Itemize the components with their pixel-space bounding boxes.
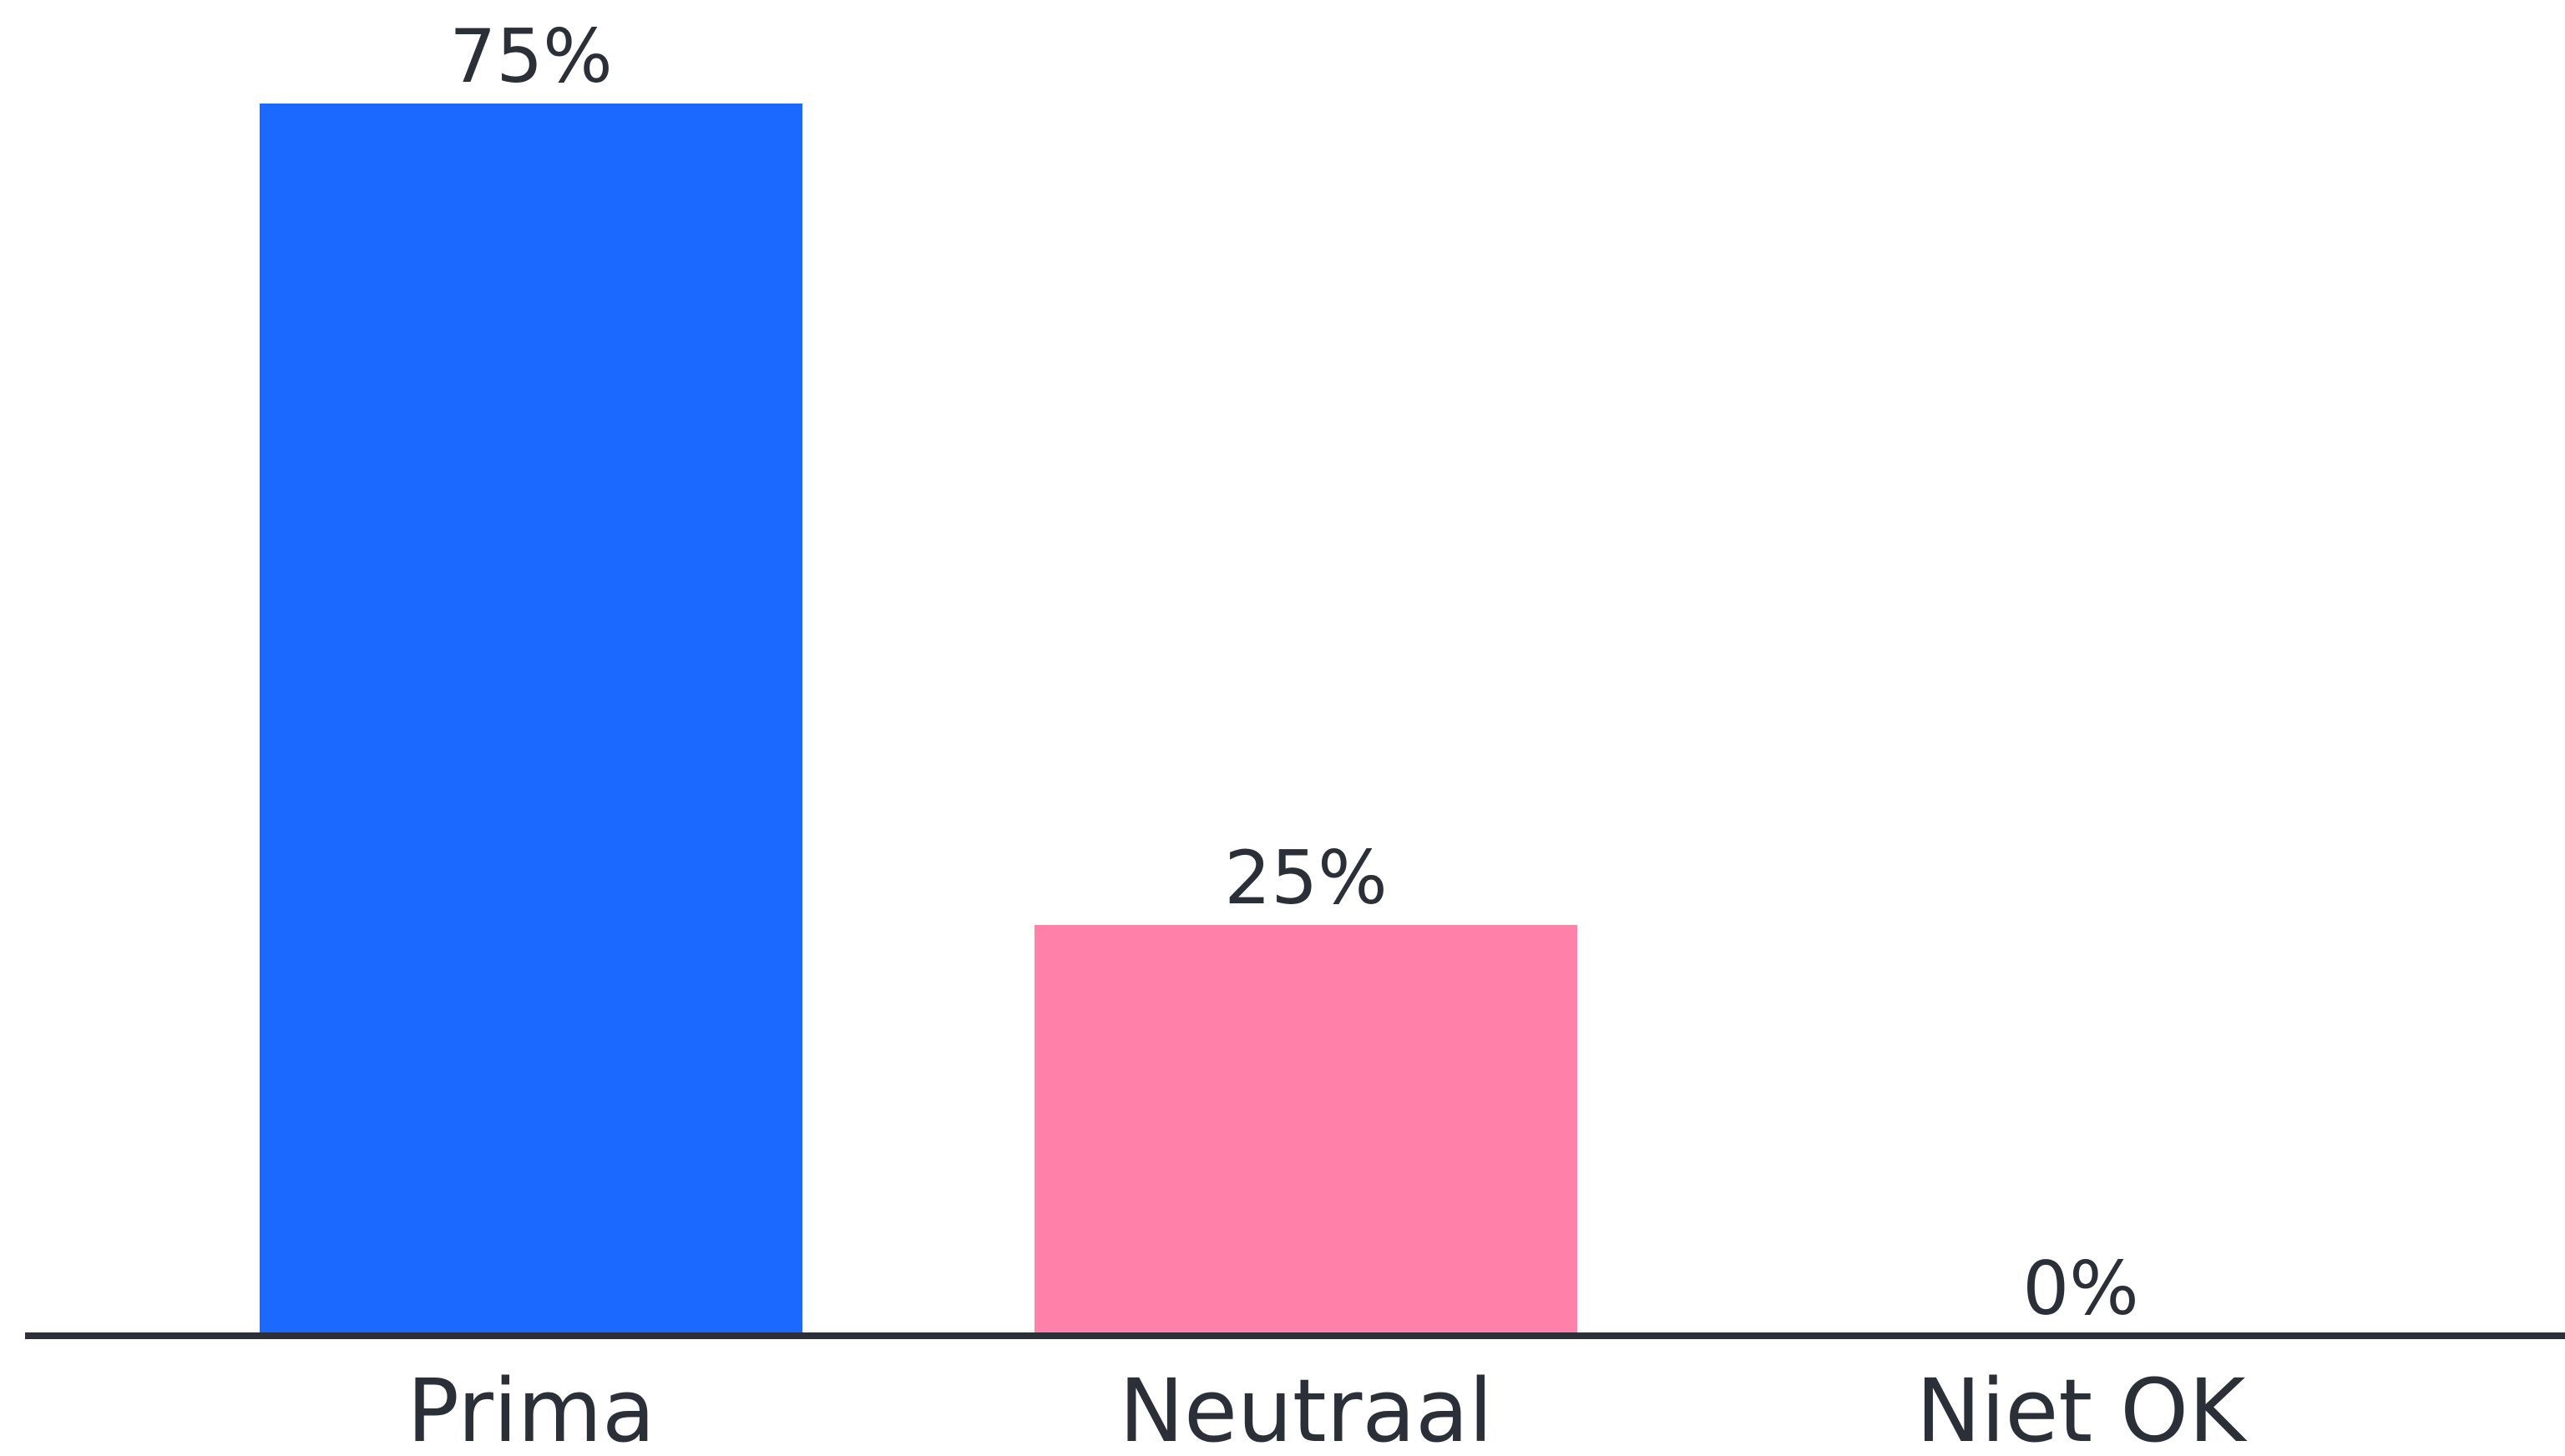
bar-prima bbox=[260, 104, 802, 1336]
value-label-neutraal: 25% bbox=[1224, 835, 1388, 921]
tick-label-prima: Prima bbox=[407, 1360, 655, 1456]
value-label-prima: 75% bbox=[449, 13, 613, 99]
x-tick-labels: Prima Neutraal Niet OK bbox=[407, 1360, 2248, 1456]
value-label-niet-ok: 0% bbox=[2022, 1246, 2139, 1332]
bar-neutraal bbox=[1035, 925, 1577, 1336]
bars-layer bbox=[260, 104, 1577, 1336]
tick-label-neutraal: Neutraal bbox=[1119, 1360, 1493, 1456]
value-labels-layer: 75% 25% 0% bbox=[449, 13, 2139, 1332]
tick-label-niet-ok: Niet OK bbox=[1916, 1360, 2248, 1456]
